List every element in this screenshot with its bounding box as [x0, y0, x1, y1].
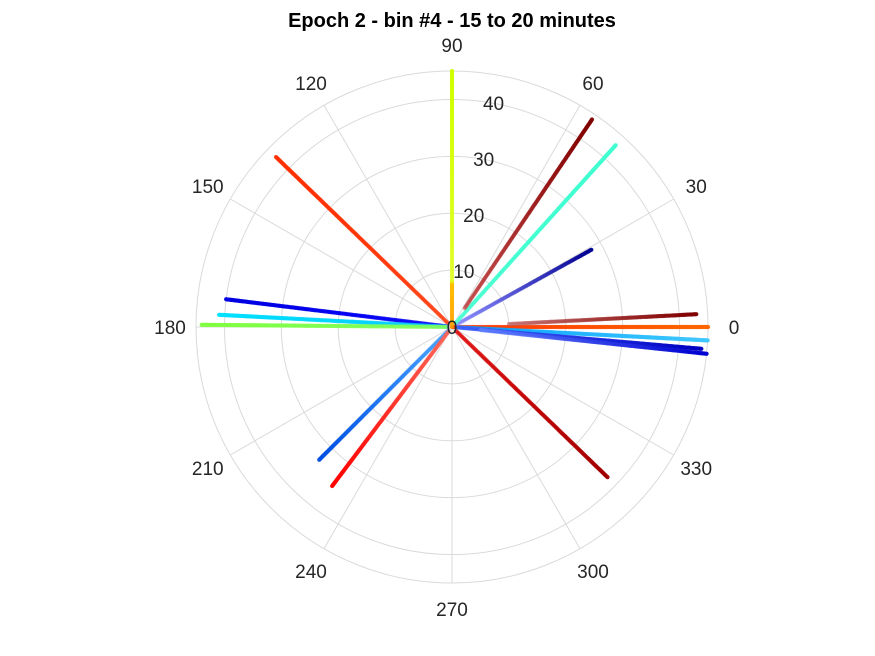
data-point	[449, 68, 455, 74]
theta-grid-line	[230, 198, 453, 328]
theta-tick-label: 330	[680, 459, 712, 480]
r-tick-label: 0	[447, 318, 458, 339]
r-tick-label: 10	[453, 262, 474, 283]
theta-tick-label: 60	[582, 74, 603, 95]
theta-tick-label: 90	[441, 36, 462, 57]
data-point	[589, 247, 594, 252]
data-point	[705, 324, 711, 330]
series-15	[330, 329, 451, 489]
theta-tick-label: 270	[436, 600, 468, 621]
data-point	[224, 297, 229, 302]
series-16	[453, 328, 610, 480]
theta-tick-label: 180	[154, 318, 186, 339]
theta-tick-label: 120	[295, 74, 327, 95]
theta-tick-label: 240	[295, 562, 327, 583]
theta-tick-label: 300	[577, 562, 609, 583]
data-point	[704, 351, 709, 356]
series-0	[449, 324, 711, 330]
series-6	[453, 143, 618, 325]
axis-labels: 0 30 60 90 120 150 180 210 240 270 300 330 0 10 20 30 40	[154, 36, 739, 621]
theta-grid-line	[323, 326, 453, 549]
data-point	[699, 346, 704, 351]
series-13	[199, 322, 449, 330]
theta-grid-line	[230, 326, 453, 456]
data-point	[330, 483, 335, 489]
data-point	[273, 154, 279, 160]
series-9	[449, 68, 455, 284]
r-tick-label: 20	[463, 206, 484, 227]
theta-grid-line	[451, 105, 581, 328]
series-10	[273, 154, 450, 326]
chart-title: Epoch 2 - bin #4 - 15 to 20 minutes	[288, 10, 616, 32]
theta-tick-label: 210	[192, 459, 224, 480]
data-point	[613, 143, 618, 148]
series-7	[462, 117, 595, 311]
theta-tick-label: 150	[192, 177, 224, 198]
data-point	[589, 117, 595, 122]
series-layer	[199, 68, 711, 489]
r-tick-label: 30	[473, 150, 494, 171]
theta-tick-label: 30	[686, 177, 707, 198]
series-4	[478, 327, 709, 356]
data-point	[216, 312, 222, 317]
data-point	[705, 338, 710, 343]
series-8	[449, 279, 455, 330]
series-1	[506, 312, 699, 327]
series-5	[454, 247, 594, 327]
theta-tick-label: 0	[729, 318, 740, 339]
data-point	[694, 312, 699, 317]
data-point	[317, 457, 322, 462]
series-14	[317, 328, 451, 462]
r-tick-label: 40	[483, 94, 504, 115]
theta-grid-line	[451, 326, 674, 456]
theta-grid-line	[323, 105, 453, 328]
theta-grid-line	[451, 326, 581, 549]
data-point	[199, 322, 204, 327]
data-point	[605, 475, 610, 480]
